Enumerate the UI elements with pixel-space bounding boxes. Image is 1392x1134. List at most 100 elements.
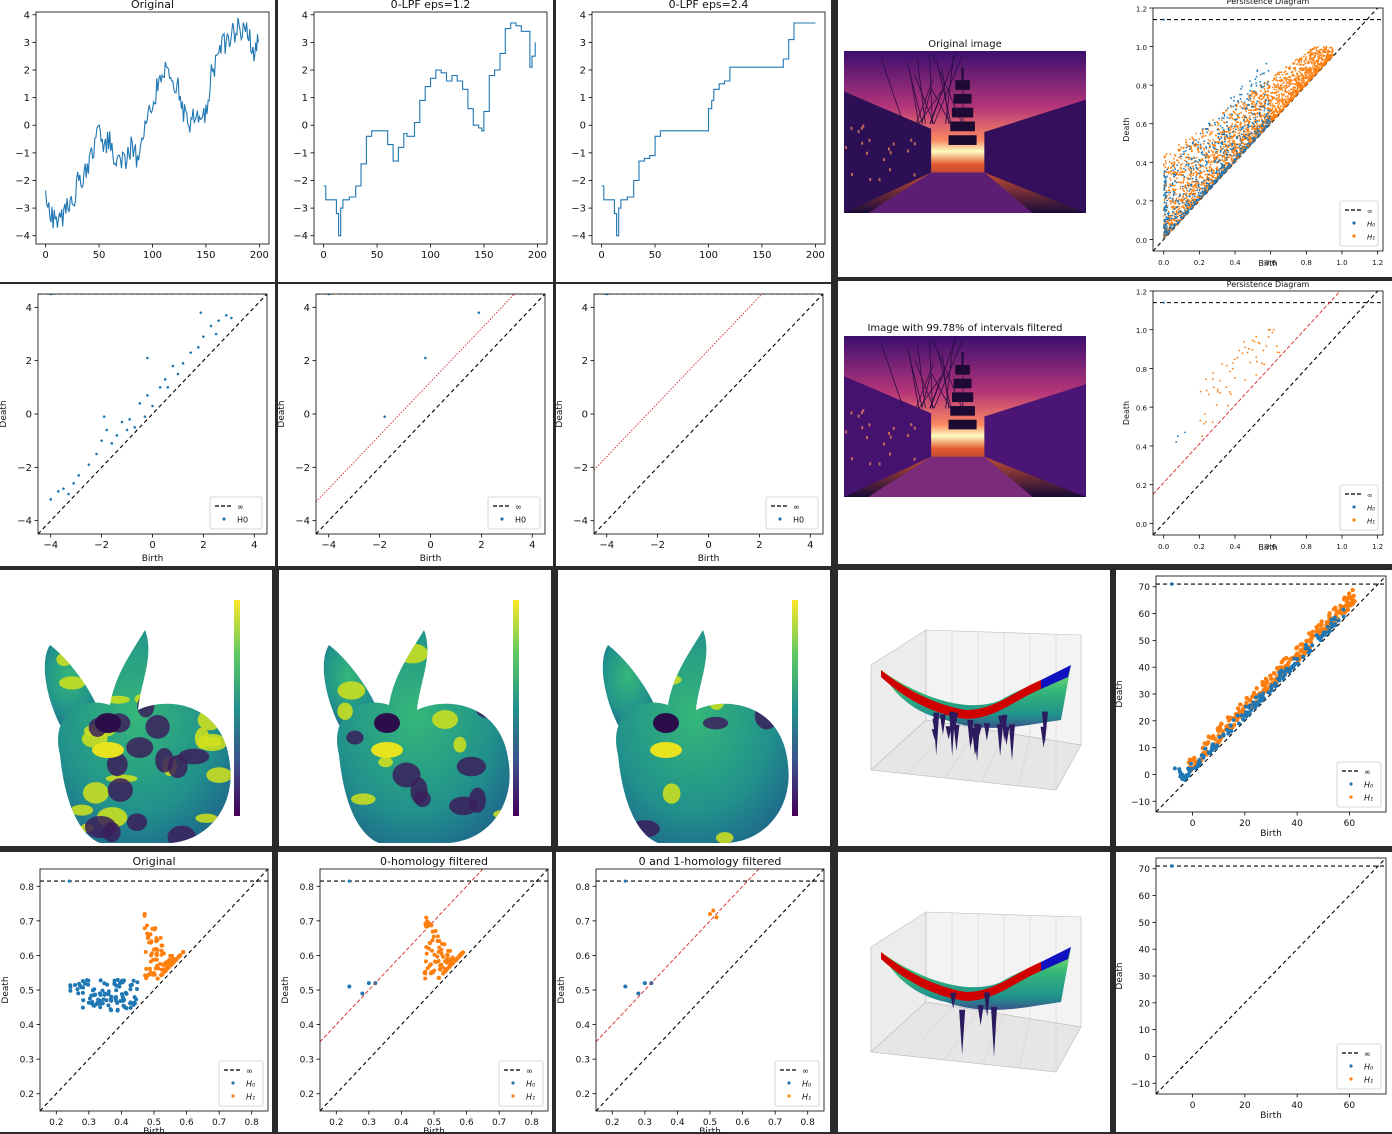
pd-lpf24-plot-area: [594, 294, 823, 534]
y-tick-label: 0.8: [300, 883, 315, 893]
data-point: [1189, 205, 1192, 208]
y-axis-label: Death: [278, 400, 287, 427]
legend-swatch: [500, 517, 504, 521]
data-point: [1264, 89, 1267, 92]
data-point: [1197, 191, 1200, 194]
y-tick-label: 0.2: [20, 1090, 34, 1100]
y-tick-label: 4: [304, 303, 310, 314]
data-point: [1321, 65, 1324, 68]
legend-label: H₀: [802, 1080, 812, 1089]
data-point: [1174, 223, 1177, 226]
data-point: [1297, 59, 1300, 61]
data-point: [1278, 73, 1281, 76]
data-point: [1203, 147, 1205, 150]
data-point: [477, 311, 481, 314]
data-point: [1246, 351, 1249, 354]
data-point: [1199, 390, 1202, 393]
legend-label: H₀: [1367, 505, 1375, 513]
data-point: [1294, 79, 1297, 81]
legend-label: H₁: [1364, 794, 1373, 803]
data-point: [1201, 190, 1204, 193]
y-tick-label: 3: [302, 38, 308, 49]
data-point: [1193, 192, 1195, 195]
data-point: [1243, 119, 1245, 122]
data-point: [1282, 82, 1284, 85]
data-point: [98, 1005, 103, 1010]
data-point: [1241, 116, 1244, 119]
data-point: [1177, 173, 1180, 176]
x-tick-label: 0.2: [49, 1118, 63, 1128]
y-axis-label: Death: [1122, 401, 1131, 425]
data-point: [1215, 743, 1220, 748]
data-point: [1274, 86, 1276, 88]
diagonal-line: [316, 294, 545, 534]
data-point: [1170, 220, 1173, 222]
y-tick-label: −3: [15, 204, 30, 215]
data-point: [1291, 92, 1294, 95]
data-point: [1175, 220, 1178, 222]
data-point: [177, 953, 182, 958]
data-point: [1223, 114, 1226, 117]
data-point: [1274, 102, 1277, 105]
data-point: [1350, 587, 1355, 593]
data-point: [158, 935, 163, 940]
y-tick-label: −2: [15, 176, 30, 187]
data-point: [1173, 173, 1176, 175]
data-point: [1296, 92, 1299, 95]
series-line: [45, 17, 259, 229]
data-point: [1189, 188, 1192, 191]
data-point: [86, 982, 91, 987]
data-point: [1304, 62, 1307, 65]
data-point: [1241, 717, 1246, 722]
data-point: [1191, 142, 1194, 145]
data-point: [1256, 120, 1259, 123]
data-point: [1195, 132, 1198, 135]
data-point: [1176, 216, 1178, 219]
data-point: [1249, 89, 1252, 92]
x-tick-label: 0.0: [1158, 543, 1169, 551]
data-point: [711, 908, 716, 913]
data-point: [1173, 208, 1176, 210]
data-point: [79, 985, 84, 990]
data-point: [1318, 64, 1321, 67]
data-point: [1255, 91, 1257, 94]
data-point: [1209, 131, 1212, 134]
data-point: [128, 1005, 133, 1010]
data-point: [1165, 204, 1168, 207]
img-pd-filtered-plot-area: [1153, 291, 1383, 535]
data-point: [1187, 153, 1190, 156]
data-point: [1286, 101, 1289, 104]
data-point: [1296, 75, 1299, 78]
data-point: [1169, 222, 1172, 225]
data-point: [160, 943, 165, 948]
data-point: [1321, 59, 1323, 61]
data-point: [1319, 51, 1322, 54]
data-point: [1219, 145, 1222, 148]
data-point: [1175, 181, 1178, 184]
data-point: [1222, 117, 1225, 120]
data-point: [1262, 95, 1265, 98]
data-point: [143, 415, 147, 418]
data-point: [1267, 328, 1270, 331]
data-point: [1204, 189, 1207, 192]
data-point: [109, 1008, 114, 1013]
x-tick-label: 4: [529, 540, 535, 551]
data-point: [1175, 172, 1178, 175]
y-tick-label: 3: [24, 38, 30, 49]
data-point: [1210, 169, 1213, 172]
legend-swatch: [787, 1081, 791, 1085]
data-point: [1169, 582, 1174, 586]
data-point: [1240, 141, 1243, 144]
x-tick-label: 0.5: [427, 1118, 441, 1128]
data-point: [1275, 84, 1278, 87]
data-point: [1258, 695, 1263, 700]
data-point: [75, 987, 80, 992]
data-point: [1181, 200, 1184, 203]
data-point: [1279, 105, 1282, 108]
x-tick-label: 2: [478, 540, 484, 551]
data-point: [1163, 187, 1166, 190]
data-point: [1341, 614, 1346, 619]
data-point: [1211, 143, 1214, 146]
data-point: [1219, 391, 1222, 394]
